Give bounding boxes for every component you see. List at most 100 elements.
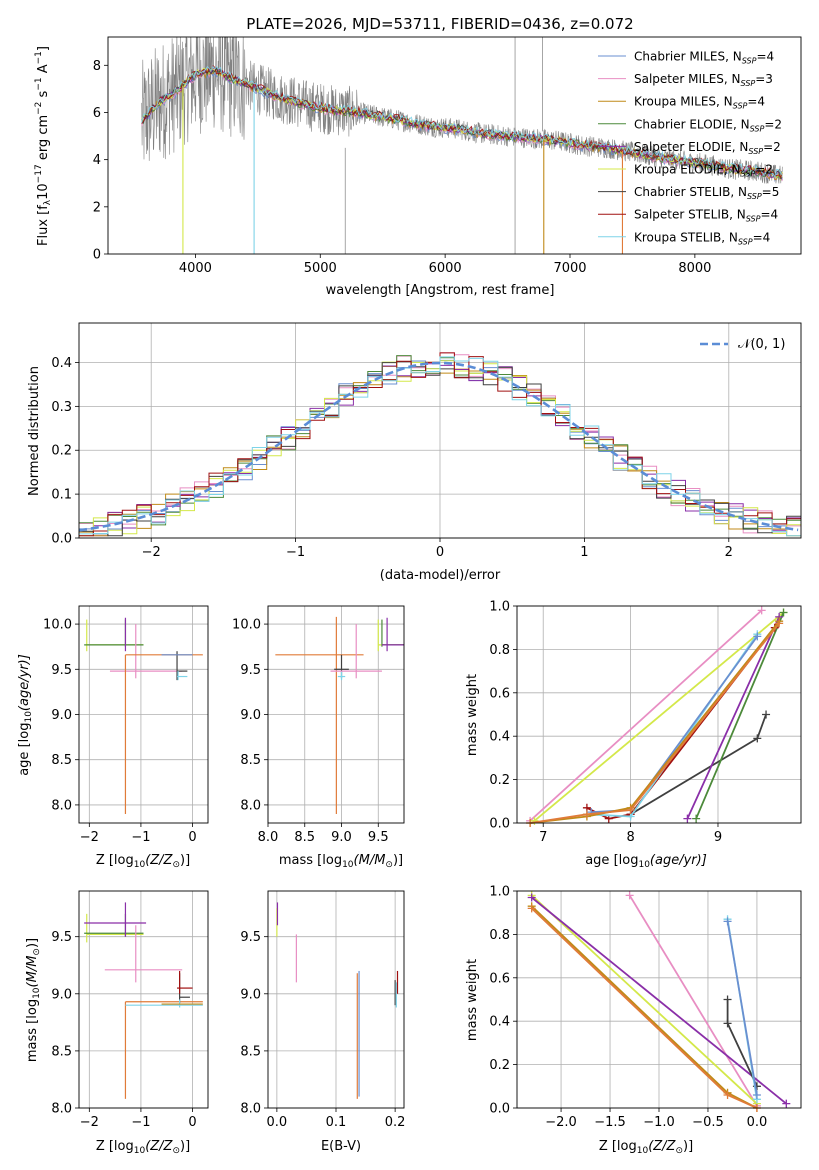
spectrum-xtick-label: 4000 xyxy=(179,261,212,276)
spectrum-legend-label: Salpeter MILES, NSSP=3 xyxy=(634,72,773,88)
mwZ-xlabel: Z [log10(Z/Z⊙)] xyxy=(599,1139,693,1156)
spectrum-ytick-label: 2 xyxy=(93,200,101,215)
mw_vs_Z-point-marker xyxy=(527,904,536,913)
mw_vs_Z-ytick-label: 0.6 xyxy=(489,971,510,986)
age_vs_mass-ytick-label: 9.0 xyxy=(240,708,261,723)
mw_vs_Z-point-marker xyxy=(723,1019,732,1028)
mass_vs_Z-ytick-label: 8.0 xyxy=(51,1102,72,1117)
legend-label-main: Chabrier MILES, N xyxy=(634,50,742,64)
mass_vs_ebv-frame xyxy=(267,890,405,1109)
spectrum-ytick-label: 6 xyxy=(93,106,101,121)
legend-label-tail: =4 xyxy=(747,95,765,109)
mw_vs_Z-xtick-label: −1.0 xyxy=(643,1115,675,1130)
mw_vs_age-xtick-label: 8 xyxy=(626,830,634,845)
figure-title: PLATE=2026, MJD=53711, FIBERID=0436, z=0… xyxy=(246,15,633,33)
age_vs_mass-ytick-label: 8.5 xyxy=(240,753,261,768)
legend-label-sub: SSP xyxy=(742,57,757,66)
legend-label-tail: =4 xyxy=(756,50,774,64)
spectrum-xlabel: wavelength [Angstrom, rest frame] xyxy=(326,283,555,298)
mass_vs_ebv-ytick-label: 8.0 xyxy=(240,1102,261,1117)
massE-xlabel: E(B-V) xyxy=(321,1139,361,1154)
legend-label-sub: SSP xyxy=(746,215,761,224)
mw_vs_Z-point-marker xyxy=(752,1090,761,1099)
age_vs_Z-ytick-label: 10.0 xyxy=(43,618,72,633)
age_vs_Z-frame xyxy=(78,605,209,824)
mass_vs_ebv-xtick-label: 0.1 xyxy=(326,1115,347,1130)
mw_vs_age-ytick-label: 0.8 xyxy=(489,643,510,658)
spectrum-plot-area xyxy=(141,37,783,254)
ageZ-ylabel: age [log10(age/yr)] xyxy=(17,654,34,776)
mw_vs_Z-ytick-label: 0.2 xyxy=(489,1058,510,1073)
spectrum-ytick-label: 8 xyxy=(93,59,101,74)
massweight-vs-metallicity-panel: −2.0 −1.5 −1.0 −0.5 0.0 0.0 0.2 0.4 0.6 0.8 1.0 xyxy=(489,885,802,1130)
spectrum-legend-label: Kroupa STELIB, NSSP=4 xyxy=(634,230,770,246)
spectrum-frame xyxy=(107,36,802,255)
legend-label-tail: =2 xyxy=(763,140,781,154)
legend-label-main: Chabrier ELODIE, N xyxy=(634,117,750,131)
spectrum-legend-label: Chabrier STELIB, NSSP=5 xyxy=(634,185,779,201)
spectrum-legend-label: Salpeter ELODIE, NSSP=2 xyxy=(634,140,781,156)
mass_vs_Z-plot-area xyxy=(84,902,203,1099)
residuals-ytick-label: 0.0 xyxy=(51,532,72,547)
age_vs_mass-frame xyxy=(267,605,405,824)
residuals-plot-area xyxy=(79,352,801,537)
spectrum-legend-label: Kroupa ELODIE, NSSP=2 xyxy=(634,163,773,179)
residuals-ytick-label: 0.1 xyxy=(51,488,72,503)
mass_vs_Z-xtick-label: 0 xyxy=(188,1115,196,1130)
mass_vs_Z-xtick-label: −1 xyxy=(131,1115,150,1130)
mw_vs_Z-series-line xyxy=(531,894,758,1105)
mw_vs_Z-ytick-label: 0.4 xyxy=(489,1015,510,1030)
legend-label-tail: =2 xyxy=(755,163,773,177)
mw_vs_Z-xtick-label: −1.5 xyxy=(594,1115,626,1130)
spectrum-ytick-label: 0 xyxy=(93,248,101,263)
mw_vs_age-point-marker xyxy=(775,619,784,628)
residual-xlabel: (data-model)/error xyxy=(380,568,501,583)
legend-label-sub: SSP xyxy=(741,170,756,179)
mass_vs_ebv-xtick-label: 0.0 xyxy=(267,1115,288,1130)
massZ-ylabel: mass [log10(M/M⊙)] xyxy=(25,938,42,1062)
legend-label-main: Chabrier STELIB, N xyxy=(634,185,747,199)
mw_vs_age-point-marker xyxy=(762,710,771,719)
residuals-legend-label: 𝒩(0, 1) xyxy=(738,337,785,352)
massZ-xlabel: Z [log10(Z/Z⊙)] xyxy=(96,1139,190,1156)
spectrum-legend-label: Chabrier ELODIE, NSSP=2 xyxy=(634,117,782,133)
mwAge-xlabel: age [log10(age/yr)] xyxy=(585,853,707,870)
mw_vs_Z-xtick-label: −2.0 xyxy=(545,1115,577,1130)
legend-label-tail: =2 xyxy=(764,117,782,131)
mw_vs_age-point-marker xyxy=(626,805,635,814)
mw_vs_age-ytick-label: 1.0 xyxy=(489,600,510,615)
legend-label-sub: SSP xyxy=(741,79,756,88)
massweight-vs-age-panel: 7 8 9 0.0 0.2 0.4 0.6 0.8 1.0 xyxy=(489,600,802,845)
legend-label-sub: SSP xyxy=(738,237,753,246)
age_vs_mass-ytick-label: 9.5 xyxy=(240,663,261,678)
mwAge-ylabel: mass weight xyxy=(465,674,480,756)
mass_vs_Z-xtick-label: −2 xyxy=(80,1115,99,1130)
mw_vs_age-ytick-label: 0.6 xyxy=(489,686,510,701)
mw_vs_Z-point-marker xyxy=(625,891,634,900)
ageZ-xlabel: Z [log10(Z/Z⊙)] xyxy=(96,853,190,870)
spectrum-model-line xyxy=(141,67,783,182)
residuals-ytick-label: 0.4 xyxy=(51,356,72,371)
residual-ylabel: Normed distribution xyxy=(27,366,42,496)
mw_vs_age-ytick-label: 0.0 xyxy=(489,817,510,832)
mass_vs_Z-frame xyxy=(78,890,209,1109)
mw_vs_Z-ytick-label: 0.0 xyxy=(489,1102,510,1117)
age_vs_mass-xtick-label: 9.5 xyxy=(368,830,389,845)
mw_vs_Z-xtick-label: −0.5 xyxy=(692,1115,724,1130)
spectrum-model-line xyxy=(141,64,783,179)
spectrum-xtick-label: 7000 xyxy=(553,261,586,276)
mw_vs_Z-series-line xyxy=(628,894,758,1107)
mw_vs_Z-point-marker xyxy=(782,1099,791,1108)
mw_vs_age-point-marker xyxy=(530,816,539,825)
mw_vs_Z-ytick-label: 0.8 xyxy=(489,928,510,943)
age_vs_mass-xtick-label: 8.0 xyxy=(258,830,279,845)
spectrum-xtick-label: 8000 xyxy=(678,261,711,276)
legend-label-tail: =4 xyxy=(760,208,778,222)
legend-label-main: Salpeter STELIB, N xyxy=(634,208,746,222)
spectrum-legend-label: Chabrier MILES, NSSP=4 xyxy=(634,50,774,66)
mw_vs_age-xtick-label: 9 xyxy=(714,830,722,845)
mw_vs_Z-point-marker xyxy=(723,1090,732,1099)
ageM-xlabel: mass [log10(M/M⊙)] xyxy=(279,853,403,870)
age_vs_Z-ytick-label: 9.5 xyxy=(51,663,72,678)
